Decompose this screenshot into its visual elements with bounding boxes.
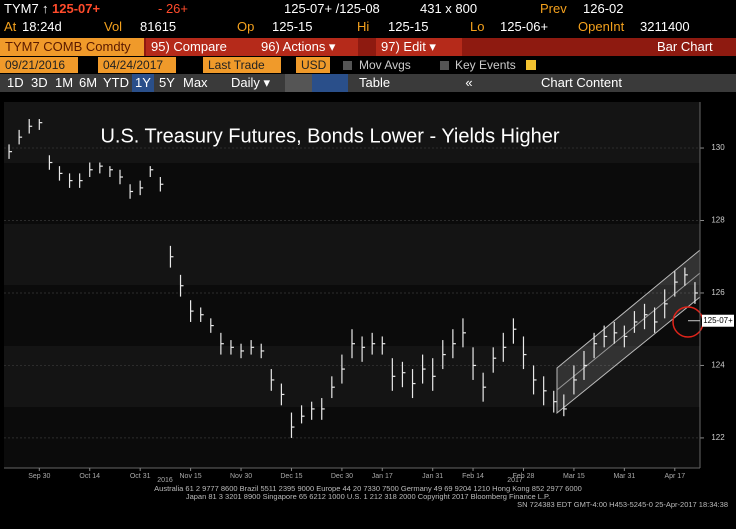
x-tick-label: Oct 31 <box>130 473 151 480</box>
y-tick-label: 122 <box>711 433 725 442</box>
stat-label: Op <box>237 19 255 34</box>
year-label: 2016 <box>157 477 173 482</box>
change: - 26+ <box>158 1 188 16</box>
stat-value: 81615 <box>140 19 177 34</box>
table-button[interactable]: Table <box>359 75 391 90</box>
year-label: 2017 <box>507 477 523 482</box>
chart-content[interactable]: Chart Content <box>541 75 622 90</box>
y-tick-label: 126 <box>711 288 725 297</box>
period-button[interactable]: 1M <box>55 75 74 90</box>
quote-area <box>0 0 736 37</box>
ticker: TYM7 <box>4 1 39 16</box>
end-date[interactable]: 04/24/2017 <box>98 57 176 73</box>
x-tick-label: Mar 15 <box>563 473 585 480</box>
footer-line: Japan 81 3 3201 8900 Singapore 65 6212 1… <box>185 492 551 501</box>
period-button[interactable]: YTD <box>103 75 129 90</box>
field-select[interactable]: Last Trade <box>203 57 281 73</box>
x-tick-label: Oct 14 <box>79 473 100 480</box>
stat-label: OpenInt <box>578 19 625 34</box>
menu-bar: TYM7 COMB Comdty 95) Compare 96) Actions… <box>0 38 736 56</box>
x-tick-label: Nov 30 <box>230 473 252 480</box>
period-button[interactable]: Max <box>183 75 208 90</box>
bid-ask: 125-07+ /125-08 <box>284 1 380 16</box>
view-name: Bar Chart <box>657 39 713 54</box>
stat-value: 18:24d <box>22 19 62 34</box>
x-tick-label: Dec 15 <box>280 473 302 480</box>
start-date[interactable]: 09/21/2016 <box>0 57 78 73</box>
actions-button[interactable]: 96) Actions ▾ <box>256 38 358 56</box>
x-tick-label: Nov 15 <box>180 473 202 480</box>
checkbox[interactable] <box>440 61 449 70</box>
x-tick-label: Mar 31 <box>613 473 635 480</box>
settings-bar: 09/21/2016 04/24/2017 Last Trade USD Mov… <box>0 57 736 74</box>
checkbox[interactable] <box>343 61 352 70</box>
period-button[interactable]: 1Y <box>132 74 154 92</box>
stat-label: Hi <box>357 19 370 34</box>
stat-value: 3211400 <box>640 19 690 34</box>
plot-band <box>4 163 700 224</box>
currency-select[interactable]: USD <box>296 57 330 73</box>
channel-mid <box>556 272 701 391</box>
stat-value: 125-15 <box>388 19 429 34</box>
period-button[interactable]: 5Y <box>159 75 175 90</box>
security-field[interactable]: TYM7 COMB Comdty <box>0 38 144 56</box>
chart-icon[interactable] <box>285 74 313 92</box>
period-button[interactable]: 6M <box>79 75 98 90</box>
period-button[interactable]: 3D <box>31 75 48 90</box>
y-tick-label: 128 <box>711 216 725 225</box>
stat-value: 125-06+ <box>500 19 549 34</box>
toolbar: Daily ▾ Table « Chart Content 1D 3D 1M 6M YT… <box>0 74 736 92</box>
footer-line: SN 724383 EDT GMT-4:00 H453-5245-0 25-Ap… <box>517 500 728 509</box>
x-tick-label: Jan 31 <box>422 473 443 480</box>
stat-label: Vol <box>104 19 123 34</box>
y-tick-label: 130 <box>711 143 725 152</box>
last-price-label: 125-07+ <box>703 316 733 325</box>
y-tick-label: 124 <box>711 361 725 370</box>
prev-label: Prev <box>540 1 567 16</box>
x-tick-label: Sep 30 <box>28 473 50 480</box>
collapse-button[interactable]: « <box>465 75 473 90</box>
mov-avgs[interactable]: Mov Avgs <box>359 58 411 72</box>
last-price-box <box>702 314 734 327</box>
footer-line: Australia 61 2 9777 8600 Brazil 5511 239… <box>154 484 582 493</box>
edit-button[interactable]: 97) Edit ▾ <box>376 38 462 56</box>
stat-label: At <box>4 19 17 34</box>
plot-band <box>4 224 700 285</box>
prev: 126-02 <box>583 1 624 16</box>
chart-title: U.S. Treasury Futures, Bonds Lower - Yie… <box>100 125 559 147</box>
arrow: ↑ <box>42 1 49 16</box>
compare-button[interactable]: 95) Compare <box>146 38 256 56</box>
info-icon[interactable] <box>526 60 536 70</box>
x-tick-label: Dec 30 <box>331 473 353 480</box>
x-tick-label: Feb 28 <box>513 473 535 480</box>
plot-band <box>4 102 700 163</box>
last-price: 125-07+ <box>52 1 101 16</box>
footer: Australia 61 2 9777 8600 Brazil 5511 239… <box>0 485 736 509</box>
x-tick-label: Feb 14 <box>462 473 484 480</box>
key-events[interactable]: Key Events <box>455 58 516 72</box>
x-tick-label: Apr 17 <box>664 473 685 480</box>
period-button[interactable]: 1D <box>7 75 24 90</box>
stat-label: Lo <box>470 19 485 34</box>
stat-value: 125-15 <box>272 19 313 34</box>
chart: U.S. Treasury Futures, Bonds Lower - Yie… <box>4 102 734 482</box>
x-tick-label: Jan 17 <box>372 473 393 480</box>
chart-icon[interactable] <box>312 74 348 92</box>
frequency[interactable]: Daily ▾ <box>231 75 271 90</box>
size: 431 x 800 <box>420 1 478 16</box>
